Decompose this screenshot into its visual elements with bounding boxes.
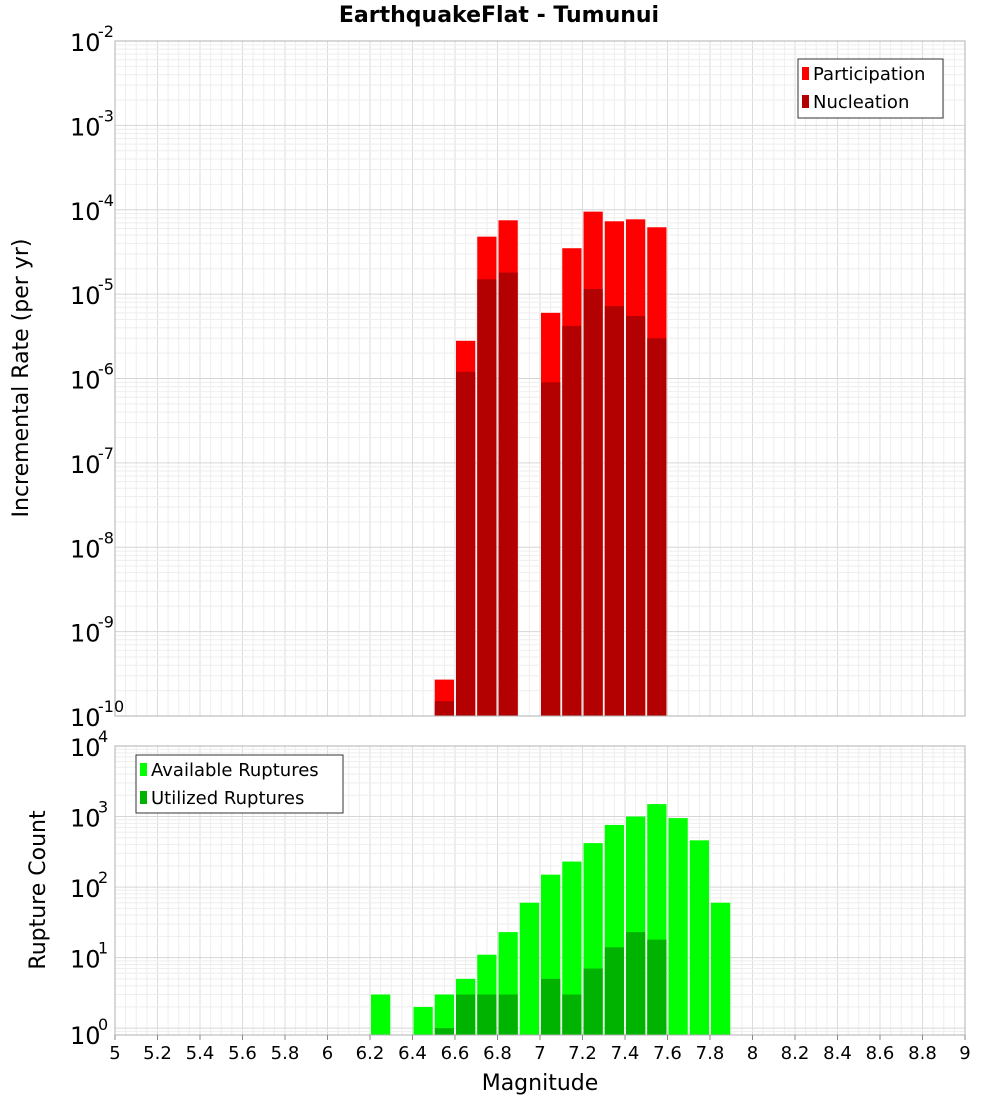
- y-tick-exponent: 4: [98, 727, 108, 746]
- y-tick-label: 10: [70, 198, 101, 226]
- bar-secondary: [434, 1028, 454, 1035]
- x-tick-label: 6.4: [398, 1043, 427, 1064]
- x-tick-label: 7.4: [611, 1043, 640, 1064]
- y-tick-exponent: 2: [98, 868, 108, 887]
- y-tick-exponent: -10: [98, 697, 124, 716]
- y-tick-label: 10: [70, 282, 101, 310]
- y-tick-label: 10: [70, 535, 101, 563]
- legend-label: Utilized Ruptures: [151, 788, 304, 809]
- bar-secondary: [434, 701, 454, 716]
- y-tick-label: 10: [70, 704, 101, 732]
- y-tick-label: 10: [70, 367, 101, 395]
- legend-swatch: [140, 763, 147, 776]
- bar-primary: [434, 994, 454, 1035]
- x-tick-label: 8.4: [823, 1043, 852, 1064]
- y-tick-label: 10: [70, 29, 101, 57]
- x-tick-label: 6.2: [356, 1043, 385, 1064]
- bar-secondary: [456, 994, 476, 1035]
- bar-primary: [562, 861, 582, 1035]
- bar-secondary: [626, 316, 646, 716]
- bar-primary: [689, 840, 709, 1035]
- x-tick-label: 5.8: [271, 1043, 300, 1064]
- plot-border: [114, 40, 966, 717]
- y-axis-label: Incremental Rate (per yr): [9, 239, 34, 518]
- bar-secondary: [647, 939, 667, 1035]
- x-tick-label: 8.8: [908, 1043, 937, 1064]
- y-tick-exponent: -7: [98, 444, 114, 463]
- legend-box: [797, 58, 944, 119]
- legend-label: Participation: [813, 64, 925, 85]
- legend-swatch: [802, 67, 809, 80]
- y-tick-label: 10: [70, 1022, 101, 1050]
- x-tick-label: 6.6: [441, 1043, 470, 1064]
- bar-secondary: [604, 947, 624, 1035]
- chart-layer: 10-210-310-410-510-610-710-810-910-10Inc…: [9, 22, 971, 1096]
- bar-secondary: [626, 932, 646, 1035]
- x-tick-label: 8: [747, 1043, 758, 1064]
- x-axis-label: Magnitude: [482, 1071, 599, 1096]
- y-axis-label: Rupture Count: [26, 810, 51, 970]
- y-tick-exponent: 3: [98, 798, 108, 817]
- bar-secondary: [498, 272, 518, 716]
- x-tick-label: 7.6: [653, 1043, 682, 1064]
- y-tick-exponent: -8: [98, 528, 114, 547]
- y-tick-exponent: 1: [98, 939, 108, 958]
- x-tick-label: 6: [322, 1043, 333, 1064]
- x-tick-label: 7.2: [568, 1043, 597, 1064]
- x-tick-label: 9: [959, 1043, 970, 1064]
- x-tick-label: 5.2: [143, 1043, 172, 1064]
- legend-label: Nucleation: [813, 92, 909, 113]
- x-tick-label: 7.8: [696, 1043, 725, 1064]
- legend-swatch: [140, 791, 147, 804]
- y-tick-label: 10: [70, 946, 101, 974]
- y-tick-exponent: 0: [98, 1015, 108, 1034]
- y-tick-label: 10: [70, 875, 101, 903]
- x-tick-label: 8.6: [866, 1043, 895, 1064]
- y-tick-exponent: -5: [98, 275, 114, 294]
- x-tick-label: 8.2: [781, 1043, 810, 1064]
- y-tick-exponent: -6: [98, 360, 114, 379]
- bar-secondary: [456, 371, 476, 716]
- bar-primary: [413, 1006, 433, 1035]
- y-tick-exponent: -2: [98, 22, 114, 41]
- bar-secondary: [583, 289, 603, 716]
- y-tick-label: 10: [70, 734, 101, 762]
- legend-box: [135, 754, 344, 814]
- rate-panel: 10-210-310-410-510-610-710-810-910-10Inc…: [9, 22, 966, 732]
- bar-secondary: [541, 382, 561, 716]
- bar-secondary: [583, 968, 603, 1035]
- legend-label: Available Ruptures: [151, 760, 319, 781]
- x-tick-label: 5.4: [186, 1043, 215, 1064]
- bar-primary: [711, 902, 731, 1035]
- x-tick-label: 7: [534, 1043, 545, 1064]
- y-tick-label: 10: [70, 805, 101, 833]
- bar-secondary: [562, 325, 582, 716]
- bar-secondary: [477, 279, 497, 716]
- bar-secondary: [498, 994, 518, 1035]
- bar-primary: [519, 902, 539, 1035]
- y-tick-exponent: -3: [98, 106, 114, 125]
- x-tick-label: 5.6: [228, 1043, 257, 1064]
- bar-secondary: [647, 338, 667, 716]
- bar-secondary: [541, 978, 561, 1035]
- legend-swatch: [802, 95, 809, 108]
- bar-secondary: [604, 306, 624, 716]
- y-tick-label: 10: [70, 620, 101, 648]
- x-tick-label: 6.8: [483, 1043, 512, 1064]
- y-tick-label: 10: [70, 451, 101, 479]
- y-tick-exponent: -4: [98, 191, 114, 210]
- bar-secondary: [562, 994, 582, 1035]
- chart-title: EarthquakeFlat - Tumunui: [339, 3, 659, 28]
- bar-primary: [371, 994, 391, 1035]
- bar-secondary: [477, 994, 497, 1035]
- x-tick-label: 5: [109, 1043, 120, 1064]
- bar-primary: [668, 818, 688, 1035]
- y-tick-label: 10: [70, 113, 101, 141]
- y-tick-exponent: -9: [98, 613, 114, 632]
